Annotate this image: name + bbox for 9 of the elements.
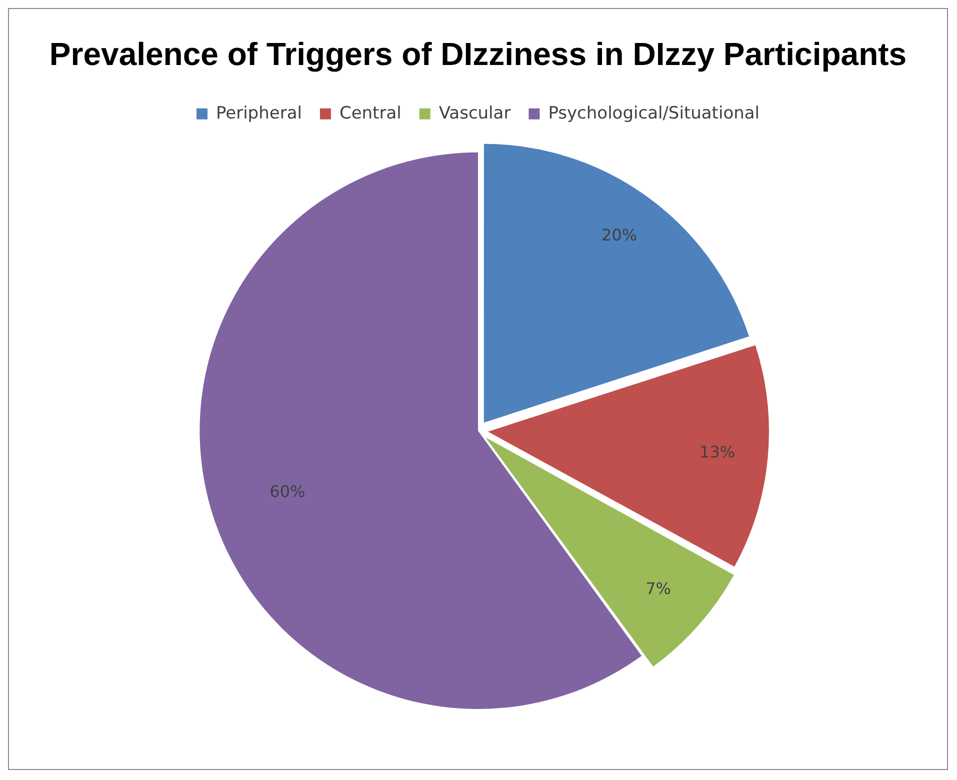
data-label: 20% bbox=[602, 225, 638, 244]
legend-label: Peripheral bbox=[216, 103, 302, 124]
chart-title: Prevalence of Triggers of DIzziness in DIzzy Participants bbox=[49, 36, 907, 72]
legend-label: Central bbox=[339, 103, 402, 124]
legend-label: Vascular bbox=[438, 103, 511, 124]
data-label: 60% bbox=[270, 482, 306, 501]
legend-label: Psychological/Situational bbox=[548, 103, 760, 124]
data-label: 7% bbox=[646, 578, 672, 598]
data-label: 13% bbox=[700, 442, 736, 462]
